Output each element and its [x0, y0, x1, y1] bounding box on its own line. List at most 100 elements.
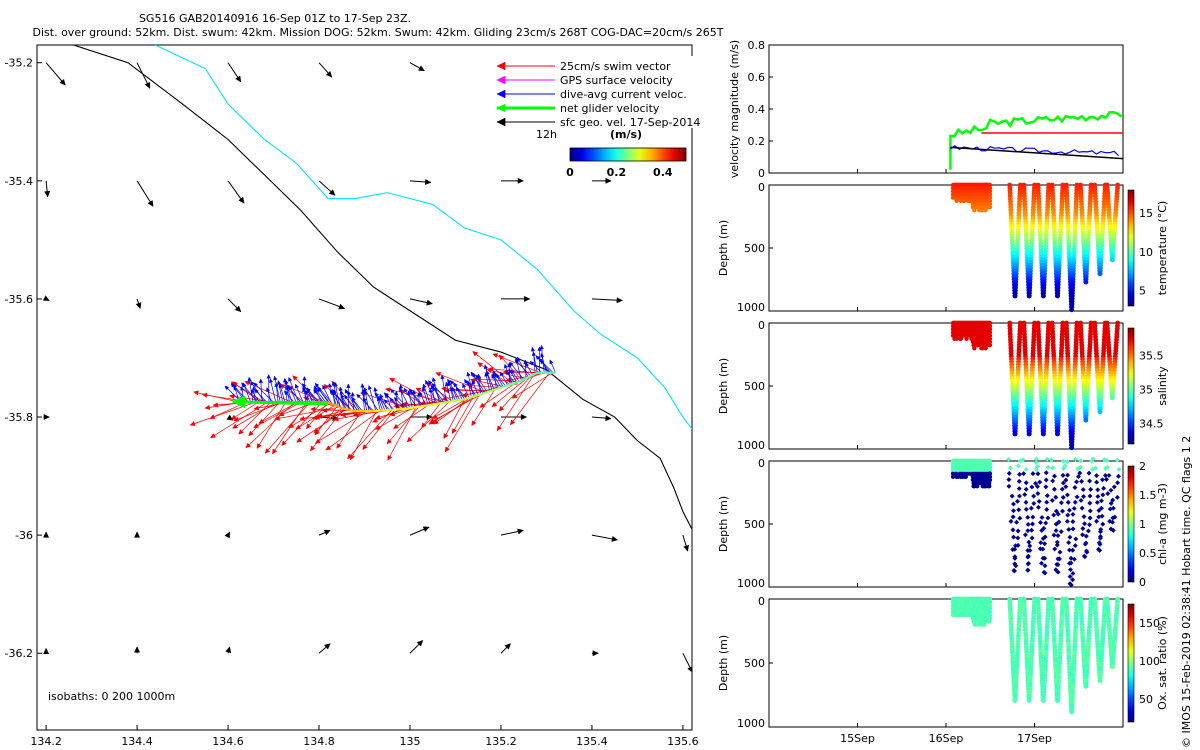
dive-profile	[1049, 182, 1066, 299]
dive-avg-current-vector	[247, 376, 254, 403]
geo-velocity-arrow	[682, 534, 689, 552]
data-point	[987, 336, 993, 341]
data-point	[1059, 486, 1065, 492]
panel-colorbar-tick: 5	[1139, 285, 1146, 298]
data-point	[1039, 560, 1045, 566]
data-point	[987, 189, 993, 194]
data-point	[1044, 499, 1050, 505]
dive-profile	[1092, 596, 1108, 684]
data-point	[1023, 486, 1029, 492]
dive-profile	[1078, 320, 1094, 423]
time-series-panels: velocity magnitude (m/s) 0 0.2 0.4 0.6 0.8 Dep…	[717, 39, 1169, 745]
dive-avg-current-vector	[379, 393, 388, 411]
data-point	[1081, 514, 1087, 520]
data-point	[987, 195, 993, 200]
glider-track-segment	[327, 401, 343, 410]
dive-avg-current-vector	[389, 397, 399, 410]
panel-colorbar	[1127, 327, 1135, 445]
dive-avg-current-vector	[363, 389, 370, 412]
data-point	[987, 327, 993, 332]
data-point	[1053, 528, 1059, 534]
net-glider-velocity-line	[949, 110, 1123, 170]
swim-vector	[245, 402, 295, 449]
data-point	[1031, 501, 1037, 506]
data-point	[1025, 521, 1031, 527]
data-point	[1067, 567, 1073, 573]
swim-vector	[350, 410, 377, 461]
panel-ytick-label: 0	[758, 457, 765, 470]
data-point	[1015, 463, 1021, 469]
data-point	[1097, 271, 1103, 277]
dive-avg-current-vector	[411, 389, 417, 408]
data-point	[1083, 540, 1089, 546]
swim-vector	[444, 394, 481, 453]
data-point	[1067, 581, 1073, 587]
data-point	[1006, 477, 1012, 483]
data-point	[983, 208, 988, 213]
swim-vector	[498, 354, 523, 381]
data-point	[1067, 534, 1073, 540]
data-point	[1097, 534, 1103, 539]
swim-vector	[325, 410, 380, 451]
swim-vector	[193, 390, 241, 403]
swim-vector	[406, 401, 450, 443]
data-point	[1027, 543, 1033, 549]
dive-avg-current-vector	[449, 386, 454, 402]
data-point	[1038, 540, 1044, 546]
data-point	[1030, 471, 1036, 477]
data-point	[1043, 520, 1049, 526]
dive-avg-current-vector	[472, 372, 484, 394]
swim-vector	[309, 408, 345, 452]
dive-profile	[1063, 320, 1080, 451]
dive-avg-current-vector	[430, 384, 436, 405]
dive-profile	[1092, 182, 1108, 277]
dive-avg-current-vector	[285, 385, 290, 403]
data-point	[1110, 257, 1115, 263]
data-point	[954, 336, 959, 341]
dive-avg-current-vector	[273, 375, 281, 403]
data-point	[987, 477, 993, 483]
panel-ytick-label: 500	[744, 657, 765, 670]
dive-avg-current-vector	[331, 380, 339, 407]
data-point	[987, 609, 993, 614]
data-point	[1087, 478, 1093, 484]
dive-profile	[1035, 596, 1052, 703]
data-point	[1064, 518, 1070, 524]
data-point	[1026, 539, 1032, 545]
data-point	[987, 468, 993, 473]
data-point	[1108, 487, 1114, 493]
dive-avg-current-vector	[416, 392, 422, 407]
data-point	[1069, 307, 1075, 313]
data-point	[1010, 514, 1016, 520]
geo-velocity-arrow	[409, 640, 424, 654]
data-point	[1034, 483, 1040, 489]
dive-avg-current-vector	[447, 381, 456, 401]
data-point	[1042, 563, 1048, 569]
geo-velocity-arrow	[134, 531, 141, 538]
geo-velocity-arrow	[318, 180, 336, 196]
dive-avg-current-vector	[492, 370, 497, 390]
data-point	[987, 204, 993, 210]
data-point	[987, 185, 993, 191]
dive-avg-current-vector	[317, 386, 329, 403]
geo-velocity-arrow	[227, 298, 242, 313]
dive-profile	[1078, 596, 1094, 689]
data-point	[1044, 493, 1050, 499]
data-point	[1069, 709, 1075, 715]
data-point	[1016, 478, 1022, 484]
data-point	[1016, 486, 1022, 492]
dive-avg-current-vector	[294, 383, 304, 403]
dive-profile	[1021, 596, 1037, 703]
dive-avg-current-vector	[483, 364, 493, 391]
panel-colorbar-label: temperature (°C)	[1156, 201, 1169, 295]
data-point	[1020, 457, 1026, 463]
legend-12h: 12h	[536, 128, 557, 141]
data-point	[987, 320, 993, 326]
swim-vector	[296, 408, 347, 443]
data-point	[1078, 458, 1084, 464]
data-point	[1068, 560, 1074, 566]
swim-vector	[256, 402, 286, 449]
map-ytick-label: -35.8	[5, 411, 33, 424]
swim-vector	[210, 401, 268, 439]
dive-avg-current-vector	[331, 390, 336, 406]
